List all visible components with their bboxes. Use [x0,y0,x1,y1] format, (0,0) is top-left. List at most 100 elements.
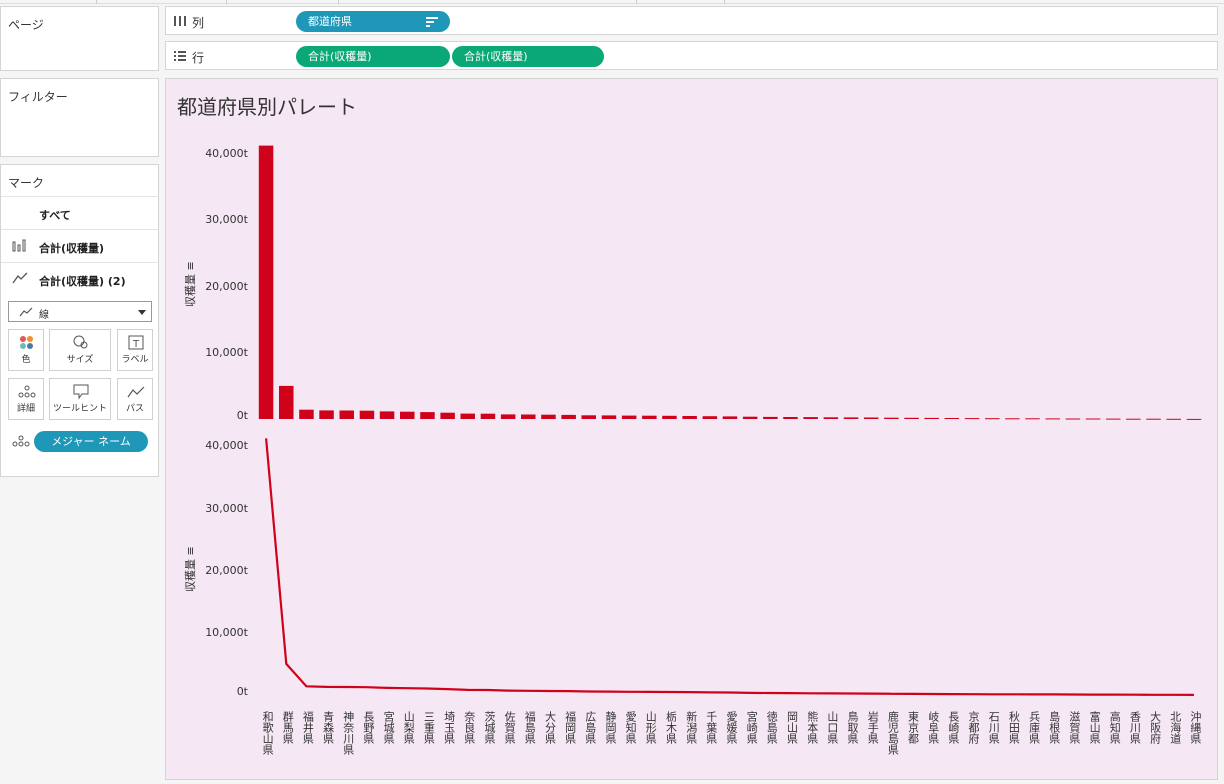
svg-text:T: T [132,339,140,350]
x-tick-label: 神奈川県 [341,711,355,755]
tooltip-button[interactable]: ツールヒント [49,378,111,420]
bar-mark[interactable] [379,411,395,419]
bar-mark[interactable] [1085,418,1101,420]
bar-mark[interactable] [1025,418,1040,420]
bar-mark[interactable] [440,412,455,419]
viz-title: 都道府県別パレート [177,95,357,119]
bar-mark[interactable] [1045,418,1061,420]
bar-mark[interactable] [985,418,1000,420]
x-tick-label: 鳥取県 [846,711,859,744]
bar-mark[interactable] [944,418,960,419]
bar-mark[interactable] [763,416,778,419]
bar-mark[interactable] [258,145,274,419]
bar-mark[interactable] [803,417,818,419]
bar-mark[interactable] [642,415,657,419]
bar-mark[interactable] [420,412,435,419]
rows-shelf[interactable]: 行 合計(収穫量) 合計(収穫量) [165,41,1218,70]
x-tick-label: 京都府 [967,711,980,744]
x-tick-label: 福井県 [301,711,315,744]
bar-mark[interactable] [279,385,294,419]
bar-mark[interactable] [319,410,334,419]
top-strip-divider [226,0,227,4]
bar-mark[interactable] [742,416,758,419]
measure-names-pill[interactable]: メジャー ネーム [34,431,148,452]
label-button[interactable]: T ラベル [117,329,153,371]
bar-mark[interactable] [480,413,496,419]
row-pill-1[interactable]: 合計(収穫量) [296,46,450,67]
bar-mark[interactable] [1065,418,1081,420]
bar-mark[interactable] [359,410,375,419]
rows-icon [174,51,186,61]
columns-label: 列 [192,16,205,30]
path-button[interactable]: パス [117,378,153,420]
bar-mark[interactable] [904,417,919,419]
bar-mark[interactable] [1166,418,1182,420]
top-strip-divider [96,0,97,4]
bar-mark[interactable] [783,417,798,419]
top-strip-divider [724,0,725,4]
bar-mark[interactable] [924,417,939,419]
bar-chart-icon [12,239,26,252]
marks-card: マーク すべて 合計(収穫量) 合計(収穫量) (2) 線 色 [0,164,159,477]
filters-shelf[interactable]: フィルター [0,78,159,157]
top-strip [0,0,1224,4]
x-tick-label: 岡山県 [785,711,799,744]
marks-tab-line-label: 合計(収穫量) (2) [39,275,126,288]
bar-mark[interactable] [541,414,556,419]
x-tick-label: 島根県 [1047,711,1061,744]
mark-type-dropdown[interactable]: 線 [8,301,152,322]
bar-mark[interactable] [823,417,839,419]
columns-shelf[interactable]: 列 都道府県 [165,6,1218,35]
sort-descending-icon[interactable] [426,17,438,27]
x-tick-label: 沖縄県 [1188,711,1202,744]
bar-mark[interactable] [601,415,617,419]
color-button[interactable]: 色 [8,329,44,371]
bar-mark[interactable] [581,415,597,419]
bar-mark[interactable] [299,409,314,419]
bar-mark[interactable] [884,417,899,419]
marks-tab-line[interactable]: 合計(収穫量) (2) [1,262,158,295]
top-strip-divider [338,0,339,4]
bar-mark[interactable] [662,415,677,419]
bar-mark[interactable] [1005,418,1020,420]
x-tick-label: 鹿児島県 [886,711,900,755]
line-mark[interactable] [265,438,1194,697]
y-tick-label: 20,000t [205,563,248,577]
prefecture-pill[interactable]: 都道府県 [296,11,450,32]
bar-mark[interactable] [339,410,355,420]
size-button[interactable]: サイズ [49,329,111,371]
y-tick-label: 40,000t [205,439,248,453]
bar-mark[interactable] [621,415,637,419]
pages-title: ページ [8,18,44,32]
marks-tab-bar[interactable]: 合計(収穫量) [1,229,158,262]
bar-mark[interactable] [1126,418,1141,420]
x-tick-label: 佐賀県 [503,711,517,744]
bar-mark[interactable] [1186,418,1202,420]
bar-mark[interactable] [561,414,576,419]
pages-shelf[interactable]: ページ [0,6,159,71]
bar-mark[interactable] [722,416,738,419]
x-tick-label: 山形県 [644,711,658,744]
detail-button[interactable]: 詳細 [8,378,44,420]
row-pill-2[interactable]: 合計(収穫量) [452,46,604,67]
bar-mark[interactable] [500,414,516,419]
bar-mark[interactable] [1146,418,1161,420]
bar-mark[interactable] [863,417,879,420]
x-tick-label: 愛媛県 [725,711,738,744]
text-label-icon: T [128,335,144,350]
bar-mark[interactable] [1106,418,1121,420]
bar-mark[interactable] [521,414,536,420]
line-chart-icon [12,272,28,284]
x-tick-label: 三重県 [422,711,436,744]
bar-mark[interactable] [460,413,476,419]
marks-tab-all[interactable]: すべて [1,196,158,229]
bar-mark[interactable] [682,416,697,419]
bar-mark[interactable] [400,411,415,419]
bar-mark[interactable] [843,417,859,419]
y-tick-label: 0t [236,685,248,698]
bar-mark[interactable] [702,416,718,419]
x-tick-label: 大分県 [543,711,557,744]
rows-label: 行 [192,51,205,65]
bar-mark[interactable] [964,418,980,420]
chevron-down-icon [138,310,146,315]
